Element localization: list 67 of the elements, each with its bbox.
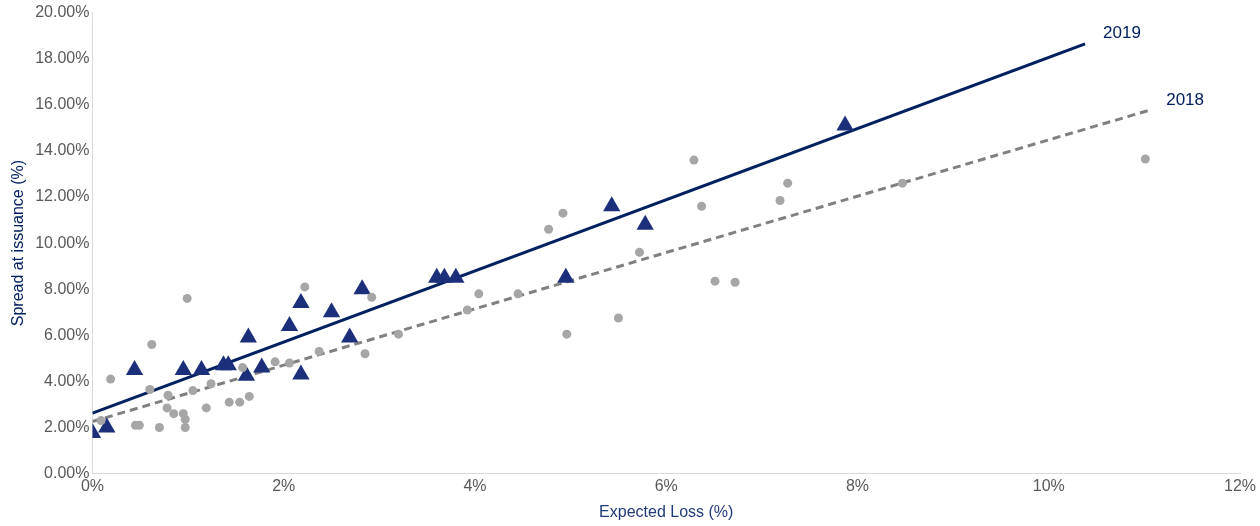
y-axis-title: Spread at issuance (%) [9, 159, 27, 327]
series-label: 2018 [1166, 89, 1205, 109]
x-axis-title: Expected Loss (%) [599, 502, 734, 520]
y-tick-label: 16.00% [35, 95, 90, 113]
y-tick-label: 4.00% [44, 371, 90, 389]
point [1140, 154, 1150, 164]
series-label: 2019 [1103, 23, 1141, 43]
point [353, 279, 371, 295]
point [147, 340, 157, 350]
point [897, 178, 907, 188]
point [162, 403, 172, 413]
point [169, 409, 179, 419]
point [284, 358, 294, 368]
y-tick-label: 2.00% [44, 417, 90, 435]
point [154, 423, 164, 432]
point [836, 115, 854, 131]
point [393, 329, 403, 339]
point [513, 289, 523, 299]
x-tick-label: 10% [1032, 476, 1065, 494]
point [300, 282, 310, 292]
point [730, 277, 740, 287]
x-tick-label: 4% [463, 476, 487, 494]
x-tick-label: 6% [654, 476, 678, 494]
point [462, 305, 472, 315]
point [206, 379, 216, 389]
y-tick-label: 8.00% [44, 279, 90, 297]
point [544, 224, 554, 234]
point [292, 293, 310, 309]
point [145, 384, 155, 394]
point [367, 292, 377, 302]
y-tick-label: 6.00% [44, 325, 90, 343]
point [180, 414, 190, 424]
x-tick-label: 12% [1223, 476, 1257, 494]
point [562, 329, 572, 339]
point [558, 208, 568, 218]
y-tick-label: 20.00% [35, 3, 90, 21]
point [783, 178, 793, 188]
x-tick-label: 8% [845, 476, 870, 494]
point [201, 403, 211, 413]
y-tick-label: 14.00% [35, 141, 90, 159]
point [322, 302, 341, 318]
point [163, 390, 173, 400]
point [689, 155, 699, 165]
point [96, 416, 106, 426]
point [182, 293, 192, 303]
point [697, 201, 707, 211]
point [180, 423, 190, 432]
point [474, 289, 484, 299]
point [280, 316, 299, 332]
point [634, 247, 644, 257]
y-tick-label: 12.00% [35, 187, 90, 205]
point [775, 195, 785, 205]
point [603, 196, 621, 212]
point [613, 313, 623, 323]
point [314, 346, 324, 356]
y-tick-label: 18.00% [35, 49, 90, 67]
x-tick-label: 2% [272, 476, 296, 494]
point [188, 386, 198, 396]
point [270, 357, 280, 367]
point [360, 349, 370, 359]
point [238, 363, 248, 373]
point [235, 397, 245, 407]
point [710, 276, 720, 286]
point [224, 397, 234, 407]
y-tick-label: 10.00% [35, 233, 90, 251]
point [106, 374, 116, 384]
point [244, 391, 254, 401]
